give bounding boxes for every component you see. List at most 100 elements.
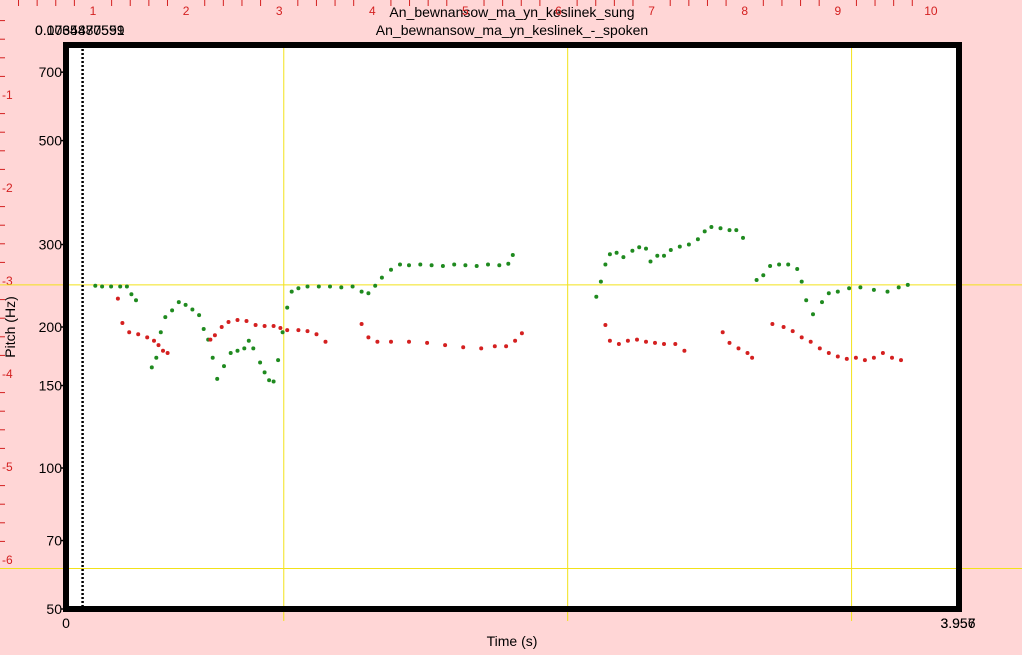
pitch-point-s1-37	[603, 323, 608, 327]
pitch-point-s1-27	[389, 339, 393, 344]
x-tick-start: 0	[62, 615, 70, 631]
left-tick-label-5: -6	[2, 553, 13, 567]
pitch-point-s0-75	[718, 226, 723, 231]
pitch-point-s0-59	[603, 262, 608, 267]
pitch-point-s1-45	[673, 342, 678, 346]
pitch-point-s0-86	[804, 298, 809, 303]
pitch-point-s0-29	[271, 379, 276, 384]
pitch-point-s1-17	[271, 324, 276, 328]
pitch-point-s0-3	[118, 284, 123, 289]
left-tick-label-0: -1	[2, 88, 13, 102]
pitch-point-s0-7	[149, 365, 154, 370]
y-tick-label-7: 700	[39, 64, 63, 80]
plot-area	[66, 45, 959, 609]
pitch-point-s1-13	[235, 318, 240, 322]
pitch-point-s0-8	[154, 355, 159, 360]
pitch-point-s1-61	[853, 355, 858, 360]
pitch-point-s0-12	[176, 300, 181, 305]
pitch-point-s0-71	[686, 242, 691, 247]
pitch-point-s1-25	[366, 335, 371, 340]
pitch-point-s0-44	[389, 267, 393, 272]
left-tick-label-2: -3	[2, 274, 13, 288]
pitch-point-s0-51	[463, 263, 468, 268]
pitch-point-s0-83	[786, 262, 791, 267]
top-tick-label-2: 3	[276, 4, 283, 18]
pitch-point-s1-43	[653, 340, 657, 345]
pitch-point-s1-35	[513, 338, 518, 343]
pitch-point-s1-6	[156, 343, 161, 348]
pitch-point-s0-95	[896, 285, 901, 290]
pitch-point-s0-15	[197, 313, 202, 318]
top-axis-ticks: 1 2 3 4 5 6 7 8 9 10	[18, 0, 938, 18]
cursor-readout-a: 0.0735487559	[35, 22, 125, 38]
pitch-point-s0-2	[109, 284, 114, 289]
pitch-point-s0-88	[820, 300, 824, 305]
y-tick-label-5: 300	[39, 237, 63, 253]
pitch-point-s1-38	[607, 338, 612, 343]
pitch-point-s0-56	[510, 253, 515, 257]
x-tick-end-overlap: 3.956	[940, 615, 975, 631]
pitch-point-s1-24	[359, 322, 364, 326]
pitch-point-s1-3	[136, 332, 141, 337]
pitch-point-s0-85	[799, 279, 804, 284]
pitch-point-s1-33	[492, 344, 497, 349]
pitch-point-s0-77	[734, 228, 739, 233]
top-tick-label-8: 9	[834, 4, 841, 18]
pitch-point-s1-26	[375, 339, 380, 344]
pitch-point-s0-21	[228, 351, 233, 355]
pitch-point-s0-89	[826, 291, 831, 296]
pitch-point-s1-10	[212, 333, 217, 338]
pitch-point-s1-21	[305, 329, 310, 334]
pitch-point-s1-31	[461, 345, 466, 350]
pitch-point-s1-5	[152, 338, 156, 343]
pitch-point-s0-46	[407, 263, 411, 268]
title-line-spoken: An_bewnansow_ma_yn_keslinek_-_spoken	[376, 22, 648, 38]
pitch-point-s1-64	[880, 351, 885, 355]
pitch-point-s0-50	[452, 262, 457, 267]
pitch-point-s1-49	[736, 346, 741, 351]
pitch-point-s1-34	[504, 344, 509, 349]
y-tick-label-4: 200	[39, 319, 63, 335]
pitch-point-s1-57	[817, 346, 822, 351]
top-tick-label-5: 6	[555, 4, 562, 18]
pitch-point-s0-35	[305, 284, 310, 289]
pitch-point-s0-48	[429, 263, 434, 268]
pitch-point-s1-18	[278, 326, 283, 330]
pitch-point-s0-57	[594, 294, 599, 299]
pitch-point-s0-53	[486, 262, 490, 267]
pitch-point-s1-36	[519, 331, 524, 336]
pitch-point-s1-58	[826, 351, 831, 355]
pitch-point-s1-4	[145, 335, 150, 340]
pitch-point-s1-28	[407, 339, 411, 344]
pitch-point-s1-30	[443, 343, 448, 348]
pitch-point-s1-12	[226, 320, 231, 324]
pitch-point-s0-69	[668, 248, 673, 252]
pitch-point-s0-91	[847, 286, 852, 291]
y-tick-label-2: 100	[39, 460, 63, 476]
pitch-point-s0-94	[885, 289, 890, 294]
pitch-point-s0-11	[170, 308, 175, 313]
y-tick-label-1: 70	[46, 533, 62, 549]
pitch-point-s1-1	[120, 321, 125, 325]
pitch-point-s0-90	[835, 289, 840, 294]
pitch-point-s0-73	[702, 229, 707, 234]
y-tick-label-6: 500	[39, 133, 63, 149]
pitch-point-s0-68	[662, 253, 666, 258]
pitch-point-s0-33	[289, 289, 294, 294]
pitch-point-s1-19	[285, 328, 290, 333]
left-tick-label-3: -4	[2, 367, 13, 381]
pitch-point-s1-56	[808, 339, 813, 344]
pitch-point-s0-9	[158, 330, 163, 335]
top-tick-label-1: 2	[183, 4, 190, 18]
top-tick-label-7: 8	[741, 4, 748, 18]
pitch-point-s0-31	[280, 330, 285, 335]
pitch-point-s0-78	[741, 235, 745, 240]
pitch-point-s0-80	[761, 273, 766, 278]
pitch-point-s1-11	[219, 325, 224, 329]
pitch-point-s0-16	[201, 327, 206, 331]
pitch-point-s0-6	[134, 298, 138, 303]
pitch-point-s0-43	[379, 275, 384, 280]
pitch-point-s0-37	[328, 284, 332, 289]
pitch-point-s0-20	[222, 364, 226, 369]
pitch-point-s1-63	[871, 355, 876, 360]
